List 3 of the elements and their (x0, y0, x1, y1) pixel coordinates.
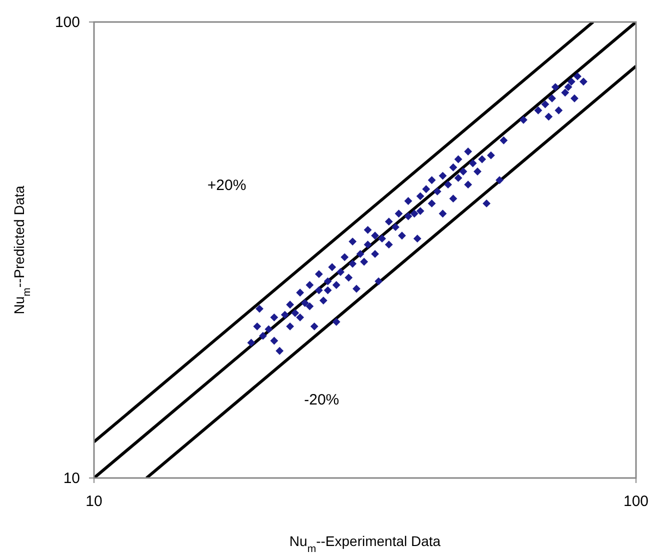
annotation: -20% (304, 391, 340, 408)
x-axis-title: Nu$_{m}$--Experimental Data (289, 533, 441, 555)
annotation: +20% (207, 177, 246, 194)
